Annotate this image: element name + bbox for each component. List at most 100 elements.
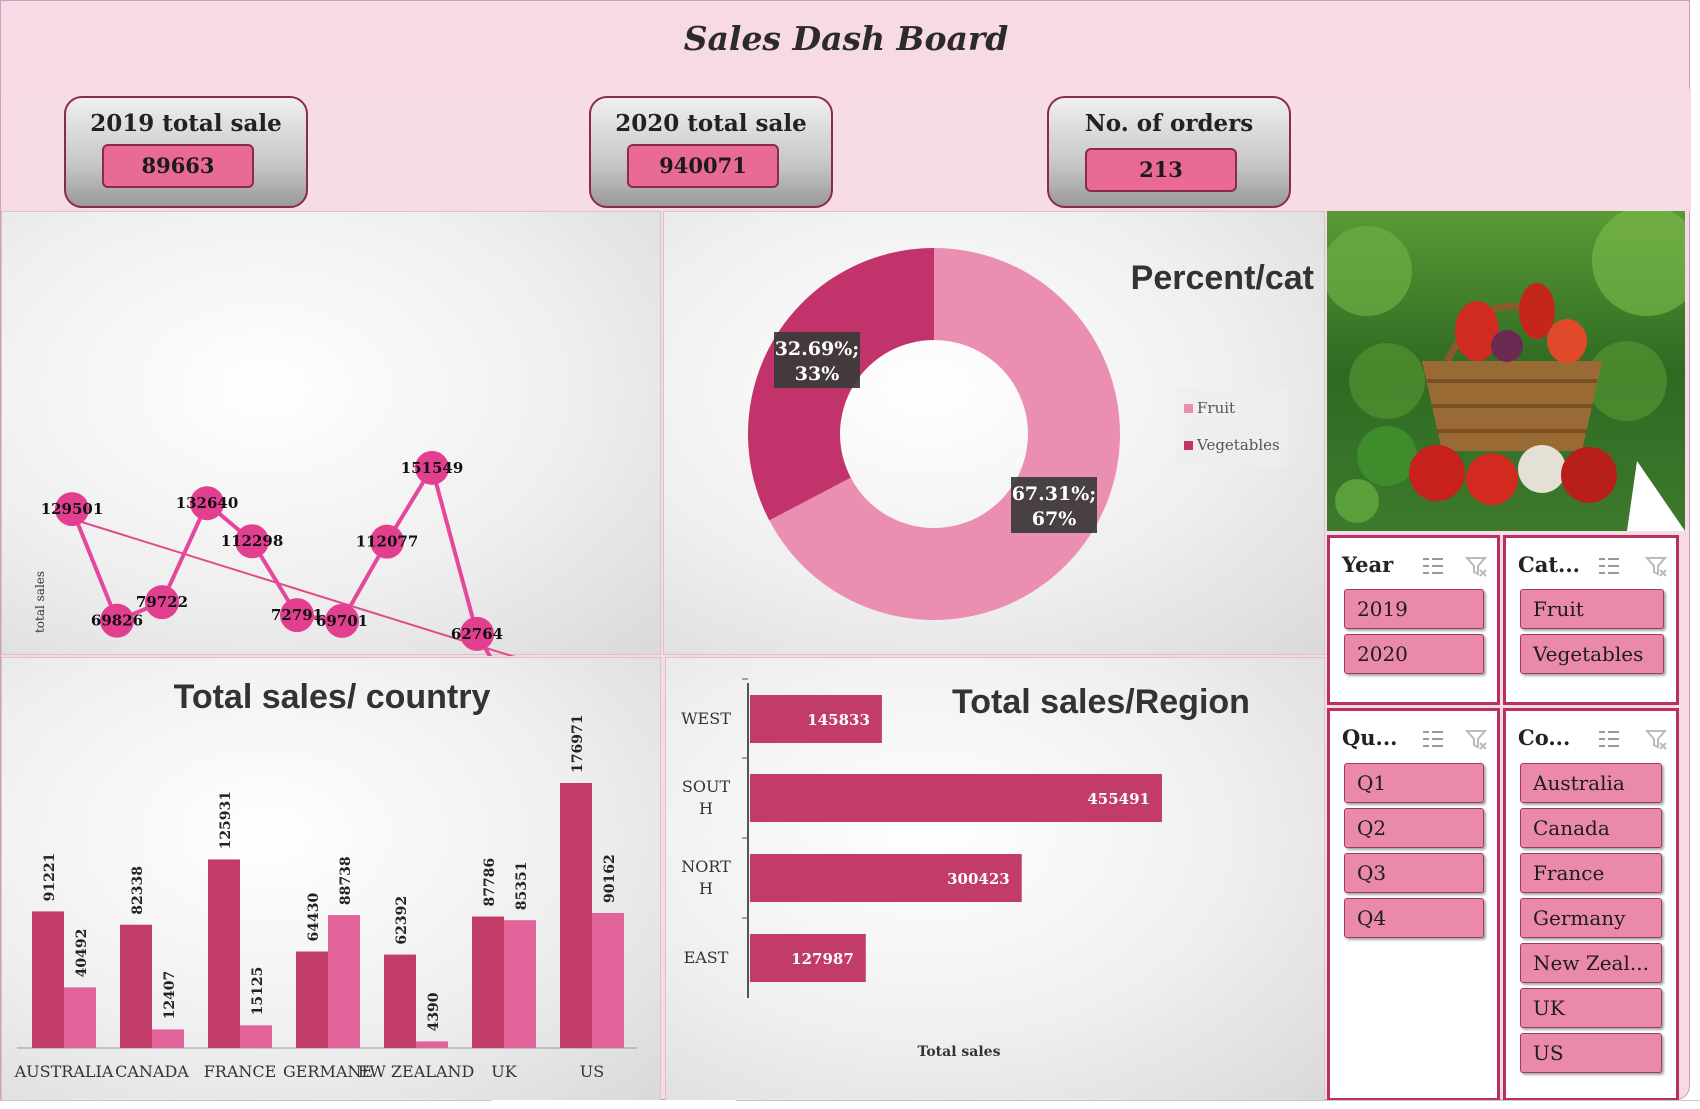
country-sales-chart[interactable]: Total sales/ country 91221 40492 AUSTRALIA 8… xyxy=(1,657,661,1101)
multi-select-icon[interactable] xyxy=(1596,554,1622,578)
country-sales-svg: Total sales/ country 91221 40492 AUSTRALIA 8… xyxy=(14,678,637,1081)
slicer-item-q2[interactable]: Q2 xyxy=(1344,808,1484,848)
slicer-item-2020[interactable]: 2020 xyxy=(1344,634,1484,674)
bar xyxy=(296,951,328,1048)
multi-select-icon[interactable] xyxy=(1596,727,1622,751)
slicer-title: Year xyxy=(1342,552,1394,577)
data-label: 15125 xyxy=(250,967,266,1016)
slicer-item-new-zealand[interactable]: New Zeal... xyxy=(1520,943,1662,983)
multi-select-icon[interactable] xyxy=(1420,554,1446,578)
bar xyxy=(328,915,360,1048)
slicer-item-q1[interactable]: Q1 xyxy=(1344,763,1484,803)
country-slicer[interactable]: Co... Australia Canada France Germany Ne… xyxy=(1503,708,1679,1101)
legend-label: Vegetables xyxy=(1196,436,1280,454)
slicer-item-q3[interactable]: Q3 xyxy=(1344,853,1484,893)
data-label: 91221 xyxy=(42,853,58,902)
bar xyxy=(208,859,240,1048)
slicer-item-vegetables[interactable]: Vegetables xyxy=(1520,634,1664,674)
bar xyxy=(750,934,866,982)
slicer-item-france[interactable]: France xyxy=(1520,853,1662,893)
data-point xyxy=(460,616,494,651)
data-label: 132640 xyxy=(176,494,239,512)
y-axis-title: total sales xyxy=(33,571,47,633)
bar xyxy=(152,1029,184,1048)
x-tick-label: AUSTRALIA xyxy=(14,1062,114,1081)
data-label-box xyxy=(1011,477,1097,533)
data-label: 176971 xyxy=(570,715,586,773)
data-label: 33% xyxy=(795,363,840,385)
data-label: 62392 xyxy=(394,896,410,945)
kpi-label: No. of orders xyxy=(1084,110,1254,137)
kpi-value: 89663 xyxy=(102,144,254,188)
data-point xyxy=(415,450,449,485)
clear-filter-icon[interactable] xyxy=(1464,554,1490,578)
kpi-card-orders: No. of orders 213 xyxy=(1047,96,1291,208)
multi-select-icon[interactable] xyxy=(1420,727,1446,751)
data-point xyxy=(55,492,89,527)
data-label: 125931 xyxy=(218,791,234,849)
slicer-header: Year xyxy=(1342,552,1489,580)
data-label: 127987 xyxy=(791,950,854,968)
bar xyxy=(120,924,152,1048)
region-sales-chart[interactable]: Total sales/Region 145833 WEST 455491 SOUT H 3… xyxy=(665,657,1325,1101)
category-slicer[interactable]: Cat... Fruit Vegetables xyxy=(1503,535,1679,705)
legend-swatch xyxy=(1184,441,1193,450)
data-label: 67% xyxy=(1032,508,1077,530)
slicer-item-2019[interactable]: 2019 xyxy=(1344,589,1484,629)
slicer-item-uk[interactable]: UK xyxy=(1520,988,1662,1028)
data-label: 67.31%; xyxy=(1012,483,1097,505)
sheet-bottom-edge xyxy=(0,1100,1700,1109)
chart-title: Total sales/Region xyxy=(952,683,1250,721)
category-donut-svg: Percent/cat 32.69%; 33% 67.31%; 67% Fruit Vege… xyxy=(748,248,1314,620)
data-label: 69701 xyxy=(316,612,368,630)
data-label: 12407 xyxy=(162,971,178,1020)
kpi-value: 213 xyxy=(1085,148,1237,192)
data-label: 145833 xyxy=(807,711,870,729)
bar xyxy=(560,783,592,1048)
slicer-item-us[interactable]: US xyxy=(1520,1033,1662,1073)
x-tick-label: UK xyxy=(491,1062,517,1081)
year-slicer[interactable]: Year 2019 2020 xyxy=(1327,535,1500,705)
x-tick-label: CANADA xyxy=(115,1062,189,1081)
data-point xyxy=(325,603,359,638)
x-tick-label: GERMANE xyxy=(283,1062,373,1081)
clear-filter-icon[interactable] xyxy=(1464,727,1490,751)
y-tick-label: H xyxy=(699,799,713,818)
data-point xyxy=(145,585,179,620)
chart-title: Percent/cat xyxy=(1131,259,1314,297)
sheet-tab-divider xyxy=(736,1100,1700,1109)
slicer-item-fruit[interactable]: Fruit xyxy=(1520,589,1664,629)
x-axis-title: Total sales xyxy=(918,1044,1001,1060)
legend-box xyxy=(1176,388,1288,468)
clear-filter-icon[interactable] xyxy=(1644,727,1670,751)
data-label: 72791 xyxy=(271,606,323,624)
trendline xyxy=(71,518,516,656)
kpi-card-2020-sales: 2020 total sale 940071 xyxy=(589,96,833,208)
data-label: 40492 xyxy=(74,929,90,978)
clear-filter-icon[interactable] xyxy=(1644,554,1670,578)
slicer-item-q4[interactable]: Q4 xyxy=(1344,898,1484,938)
y-tick-label: EAST xyxy=(684,948,729,967)
slicer-item-germany[interactable]: Germany xyxy=(1520,898,1662,938)
bar xyxy=(240,1025,272,1048)
data-label: 69826 xyxy=(91,612,143,630)
produce-basket-picture xyxy=(1327,211,1685,531)
legend-swatch xyxy=(1184,404,1193,413)
quarter-slicer[interactable]: Qu... Q1 Q2 Q3 Q4 xyxy=(1327,708,1500,1101)
slicer-item-australia[interactable]: Australia xyxy=(1520,763,1662,803)
slicer-header: Co... xyxy=(1518,725,1668,753)
category-donut-chart[interactable]: Percent/cat 32.69%; 33% 67.31%; 67% Fruit Vege… xyxy=(663,211,1325,655)
sheet-tab-divider xyxy=(0,1100,492,1109)
region-sales-svg: Total sales/Region 145833 WEST 455491 SOUT H 3… xyxy=(681,678,1250,1060)
y-tick-label: SOUT xyxy=(682,777,731,796)
produce-basket-image xyxy=(1327,211,1685,531)
data-label: 32.69%; xyxy=(775,338,860,360)
slicer-item-canada[interactable]: Canada xyxy=(1520,808,1662,848)
bar xyxy=(504,920,536,1048)
monthly-sales-chart[interactable]: total sales 129501 69826 79722 132640 112298 7… xyxy=(1,211,661,656)
y-tick-label: H xyxy=(699,879,713,898)
data-label: 112077 xyxy=(356,533,419,551)
x-tick-label: FRANCE xyxy=(204,1062,277,1081)
data-label: 87786 xyxy=(482,858,498,907)
